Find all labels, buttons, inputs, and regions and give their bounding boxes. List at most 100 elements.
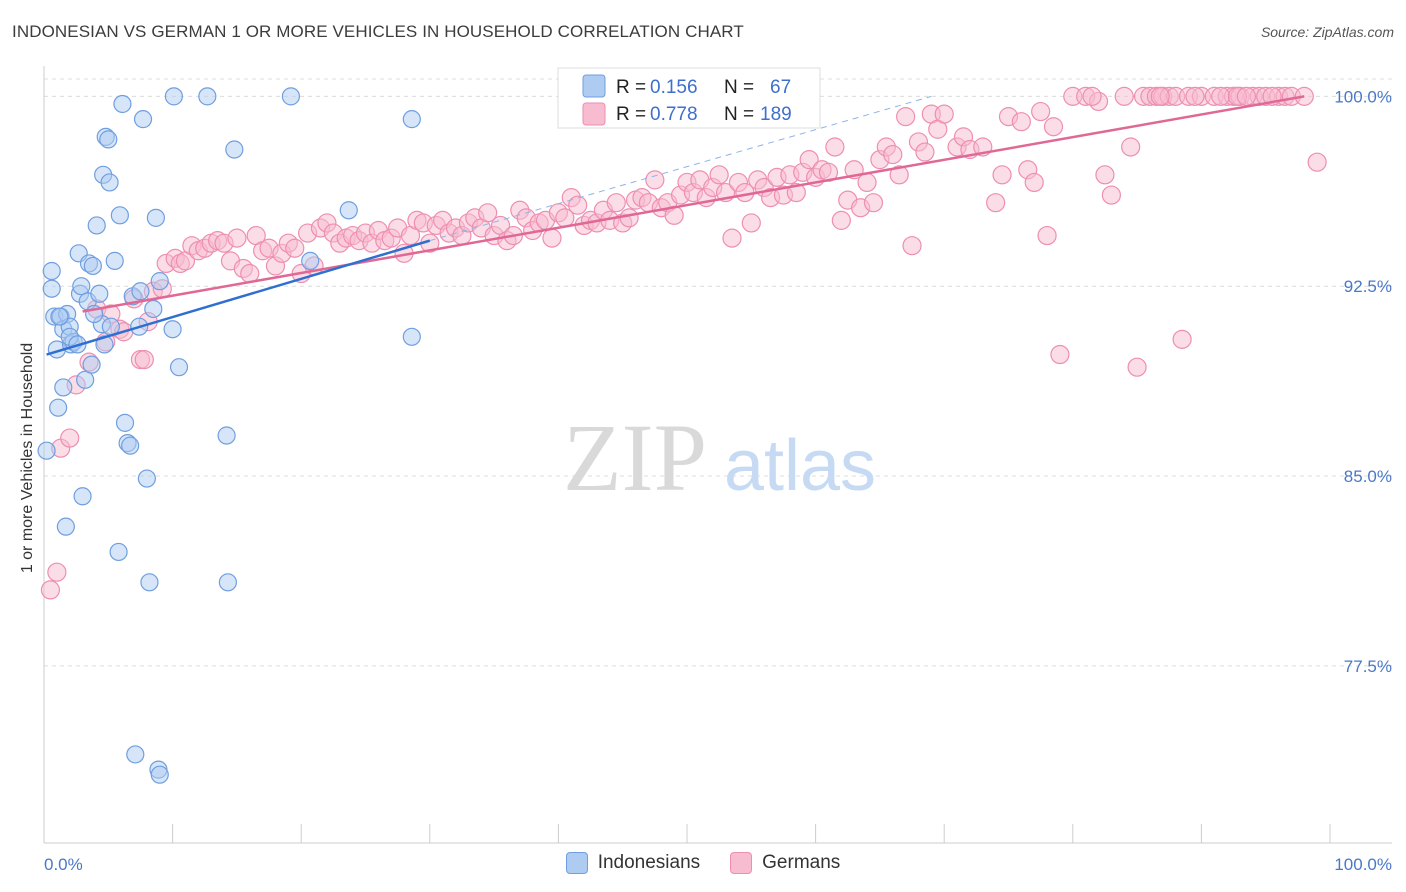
- data-point: [1172, 329, 1192, 349]
- data-point: [217, 426, 236, 445]
- legend-swatch-indonesians: [582, 74, 606, 98]
- data-point: [1101, 185, 1121, 205]
- data-point: [110, 206, 129, 225]
- legend-r-label-2: R =: [616, 104, 646, 125]
- data-point: [568, 195, 588, 215]
- y-tick-label: 77.5%: [1344, 657, 1392, 676]
- data-point: [1121, 137, 1141, 157]
- data-point: [90, 284, 109, 303]
- legend-n-label-2: N =: [724, 104, 754, 125]
- data-point: [645, 170, 665, 190]
- data-point: [402, 327, 421, 346]
- data-point: [857, 172, 877, 193]
- data-point: [1211, 86, 1231, 106]
- data-point: [883, 144, 903, 165]
- germans-swatch: [730, 852, 753, 874]
- data-point: [339, 201, 358, 220]
- watermark-atlas: atlas: [724, 426, 876, 506]
- data-point: [281, 87, 301, 106]
- data-point: [140, 573, 159, 592]
- data-point: [150, 765, 169, 784]
- data-point: [99, 130, 118, 149]
- legend-r-label-1: R =: [616, 77, 646, 98]
- source-credit: Source: ZipAtlas.com: [1260, 24, 1394, 40]
- legend-n-value-1: 67: [770, 77, 791, 98]
- data-point: [1031, 101, 1051, 122]
- data-point: [105, 251, 124, 270]
- data-point: [42, 261, 61, 281]
- data-point: [87, 216, 106, 235]
- y-tick-label: 85.0%: [1344, 467, 1392, 486]
- data-point: [150, 272, 169, 291]
- data-point: [56, 517, 75, 536]
- data-point: [100, 173, 119, 192]
- data-point: [902, 236, 922, 256]
- y-tick-label: 92.5%: [1344, 277, 1392, 296]
- data-point: [82, 355, 101, 374]
- data-point: [1095, 165, 1115, 185]
- data-point: [1024, 172, 1044, 193]
- data-point: [115, 413, 135, 432]
- trend-line-indonesians: [46, 239, 431, 356]
- data-point: [227, 228, 247, 248]
- data-point: [1236, 86, 1257, 106]
- data-point: [169, 358, 189, 377]
- data-point: [131, 282, 150, 301]
- data-point: [146, 208, 165, 227]
- data-point: [934, 104, 954, 124]
- data-point: [1037, 225, 1057, 246]
- legend-n-value-2: 189: [760, 104, 792, 125]
- trend-line-indonesians-extrapolated: [429, 95, 932, 242]
- data-point: [218, 573, 237, 592]
- data-point: [225, 140, 244, 159]
- data-point: [60, 428, 80, 448]
- data-point: [992, 165, 1012, 185]
- series-germans: [40, 86, 1327, 600]
- data-point: [109, 542, 128, 562]
- data-point: [37, 441, 56, 460]
- data-point: [896, 107, 916, 127]
- data-point: [54, 378, 73, 397]
- data-point: [542, 228, 562, 248]
- data-point: [786, 182, 806, 203]
- y-tick-label: 100.0%: [1334, 87, 1392, 106]
- data-point: [1185, 86, 1205, 106]
- data-point: [1127, 357, 1147, 377]
- legend-n-label-1: N =: [724, 77, 754, 98]
- data-point: [76, 370, 95, 389]
- data-point: [73, 487, 92, 506]
- legend-swatch-germans: [582, 102, 606, 126]
- x-tick-label-max: 100.0%: [1334, 855, 1392, 874]
- data-point: [1082, 86, 1102, 106]
- x-tick-label-min: 0.0%: [44, 855, 83, 874]
- data-point: [1114, 86, 1134, 106]
- data-point: [134, 349, 154, 370]
- legend-label-germans: Germans: [762, 852, 841, 873]
- data-point: [722, 228, 742, 248]
- data-point: [301, 251, 320, 270]
- data-point: [1150, 86, 1170, 106]
- data-point: [1307, 152, 1327, 172]
- data-point: [47, 562, 67, 582]
- data-point: [986, 193, 1006, 213]
- data-point: [50, 307, 69, 326]
- data-point: [402, 110, 421, 129]
- data-point: [1011, 112, 1031, 132]
- data-point: [889, 165, 909, 185]
- chart-title: INDONESIAN VS GERMAN 1 OR MORE VEHICLES …: [12, 22, 744, 41]
- data-point: [113, 94, 132, 114]
- data-point: [126, 745, 145, 764]
- legend-label-indonesians: Indonesians: [597, 852, 701, 873]
- data-point: [478, 203, 498, 223]
- series-indonesians: [37, 87, 421, 784]
- data-point: [198, 87, 217, 106]
- legend-r-value-2: 0.778: [650, 104, 698, 125]
- legend-r-value-1: 0.156: [650, 77, 698, 98]
- watermark-zip: ZIP: [563, 404, 707, 511]
- data-point: [606, 193, 626, 213]
- data-point: [863, 193, 884, 213]
- stats-legend: R = 0.156 N = 67 R = 0.778 N = 189: [557, 67, 821, 129]
- legend-item-germans[interactable]: Germans: [730, 852, 840, 874]
- legend-item-indonesians[interactable]: Indonesians: [565, 852, 701, 874]
